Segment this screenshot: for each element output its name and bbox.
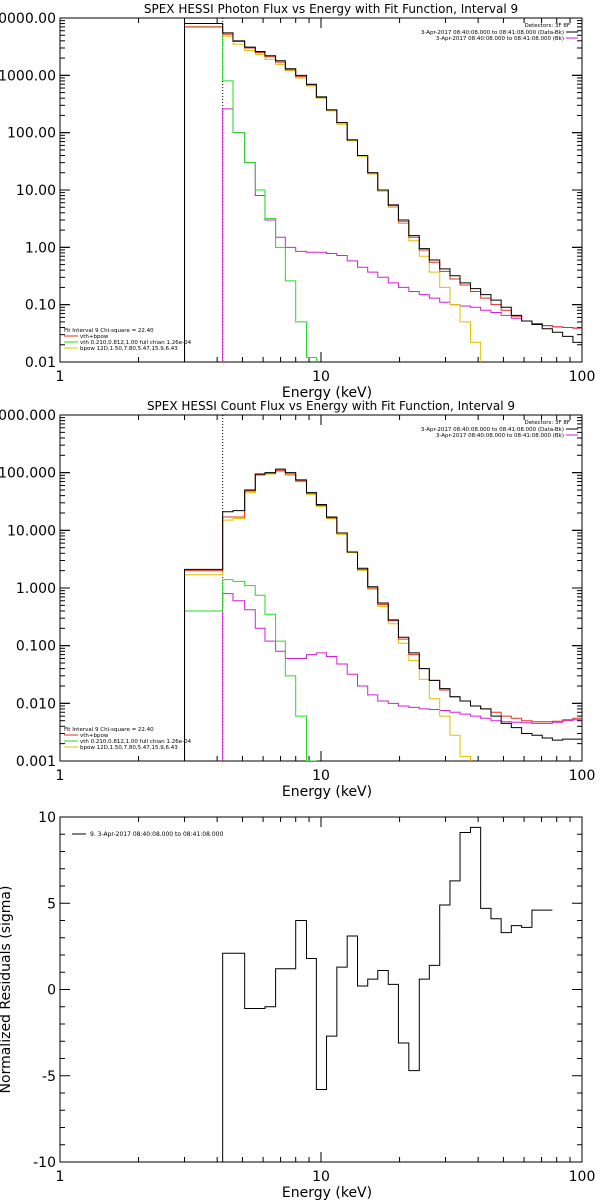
- series-resid: [222, 826, 553, 1162]
- y-tick-label: 0: [47, 983, 56, 999]
- y-tick-label: 1.00: [25, 240, 56, 256]
- y-tick-label: 10.00: [16, 183, 56, 199]
- series-obs: [184, 23, 582, 362]
- y-tick-label: 0.001: [16, 754, 56, 770]
- plot-area-2: [184, 415, 582, 761]
- legend-label: bpow 12D,1.50,7.80,5.47,15.9,6.43: [80, 745, 178, 751]
- legend-label: 3-Apr-2017 08:40:08.000 to 08:41:08.000 …: [436, 36, 564, 42]
- series-bkg: [222, 593, 582, 761]
- plot-area-1: [184, 18, 582, 362]
- y-tick-label: -10: [33, 1155, 56, 1171]
- x-axis-label-3: Energy (keV): [282, 1185, 372, 1200]
- x-axis-label-2: Energy (keV): [282, 784, 372, 800]
- y-tick-label: 0000.00: [0, 11, 56, 27]
- x-tick-label: 10: [312, 768, 330, 784]
- panel-3: 1 10 100 Energy (keV) -10 -5 0 5 10 Normalized Re…: [0, 810, 595, 1200]
- legend-left-1: Fit Interval 9 Chi-square = 22.40vth+bpo…: [64, 328, 192, 352]
- x-tick-label: 100: [569, 1169, 596, 1185]
- x-tick-label: 1: [56, 369, 65, 385]
- legend-label: bpow 12D,1.50,7.80,5.47,15.9,6.43: [80, 346, 178, 352]
- y-tick-label: 0.01: [25, 355, 56, 371]
- legend-left-3: 9. 3-Apr-2017 08:40:08.000 to 08:41:08.0…: [72, 831, 223, 838]
- y-tick-label: 000.000: [0, 408, 56, 424]
- series-bpow: [184, 470, 472, 761]
- legend-label: 3-Apr-2017 08:40:08.000 to 08:41:08.000 …: [421, 427, 564, 433]
- x-tick-label: 1: [56, 768, 65, 784]
- x-tick-label: 10: [312, 1169, 330, 1185]
- panel-1: SPEX HESSI Photon Flux vs Energy with Fi…: [0, 2, 595, 401]
- legend-label: vth 0.210,0.812,1.00 full chian 1.26e-04: [80, 739, 192, 745]
- x-axis-label-1: Energy (keV): [282, 385, 372, 401]
- legend-label: 3-Apr-2017 08:40:08.000 to 08:41:08.000 …: [421, 30, 564, 36]
- legend-title: Fit Interval 9 Chi-square = 22.40: [64, 727, 154, 733]
- x-ticks-2: [59, 415, 583, 761]
- legend-label: vth+bpow: [80, 334, 109, 340]
- chart-title-2: SPEX HESSI Count Flux vs Energy with Fit…: [147, 399, 515, 413]
- legend-label: vth+bpow: [80, 733, 109, 739]
- x-tick-label: 100: [569, 768, 596, 784]
- x-tick-label: 100: [569, 369, 596, 385]
- series-bpow: [184, 26, 482, 362]
- y-tick-label: -5: [42, 1069, 56, 1085]
- y-tick-label: 100.00: [7, 126, 56, 142]
- legend-right-1: Detectors: 3F 8F3-Apr-2017 08:40:08.000 …: [421, 23, 578, 42]
- legend-left-2: Fit Interval 9 Chi-square = 22.40vth+bpo…: [64, 727, 192, 751]
- y-tick-label: 0.100: [16, 639, 56, 655]
- legend-right-2: Detectors: 3F 8F3-Apr-2017 08:40:08.000 …: [421, 420, 578, 439]
- y-tick-label: 100.000: [0, 466, 56, 482]
- y-axis-label-3: Normalized Residuals (sigma): [0, 886, 14, 1094]
- series-total: [184, 469, 582, 761]
- axis-frame-3: [59, 816, 583, 1163]
- y-ticks-2: [60, 414, 582, 762]
- x-ticks-3: [59, 817, 583, 1162]
- y-tick-label: 0.010: [16, 696, 56, 712]
- x-tick-label: 10: [312, 369, 330, 385]
- y-tick-label: 0.10: [25, 298, 56, 314]
- y-tick-label: 1000.00: [0, 68, 56, 84]
- legend-label: 9. 3-Apr-2017 08:40:08.000 to 08:41:08.0…: [90, 831, 223, 838]
- x-ticks-1: [59, 18, 583, 362]
- y-tick-label: 5: [47, 896, 56, 912]
- legend-title: Fit Interval 9 Chi-square = 22.40: [64, 328, 154, 334]
- series-total: [184, 26, 582, 362]
- series-vth: [184, 579, 317, 761]
- series-obs: [184, 468, 582, 761]
- plot-area-3: [222, 826, 553, 1162]
- y-tick-label: 10: [38, 810, 56, 826]
- series-bkg: [222, 108, 582, 362]
- y-tick-label: 1.000: [16, 581, 56, 597]
- y-tick-label: 10.000: [7, 523, 56, 539]
- legend-title: Detectors: 3F 8F: [524, 420, 570, 426]
- legend-label: 3-Apr-2017 08:40:08.000 to 08:41:08.000 …: [436, 433, 564, 439]
- y-ticks-3: [60, 816, 582, 1163]
- axis-frame-2: [59, 414, 583, 762]
- y-ticks-1: [60, 17, 582, 363]
- legend-title: Detectors: 3F 8F: [524, 23, 570, 29]
- series-vth: [184, 26, 317, 362]
- x-tick-label: 1: [56, 1169, 65, 1185]
- chart-title-1: SPEX HESSI Photon Flux vs Energy with Fi…: [144, 2, 518, 16]
- panel-2: SPEX HESSI Count Flux vs Energy with Fit…: [0, 399, 595, 800]
- legend-label: vth 0.210,0.812,1.00 full chian 1.26e-04: [80, 340, 192, 346]
